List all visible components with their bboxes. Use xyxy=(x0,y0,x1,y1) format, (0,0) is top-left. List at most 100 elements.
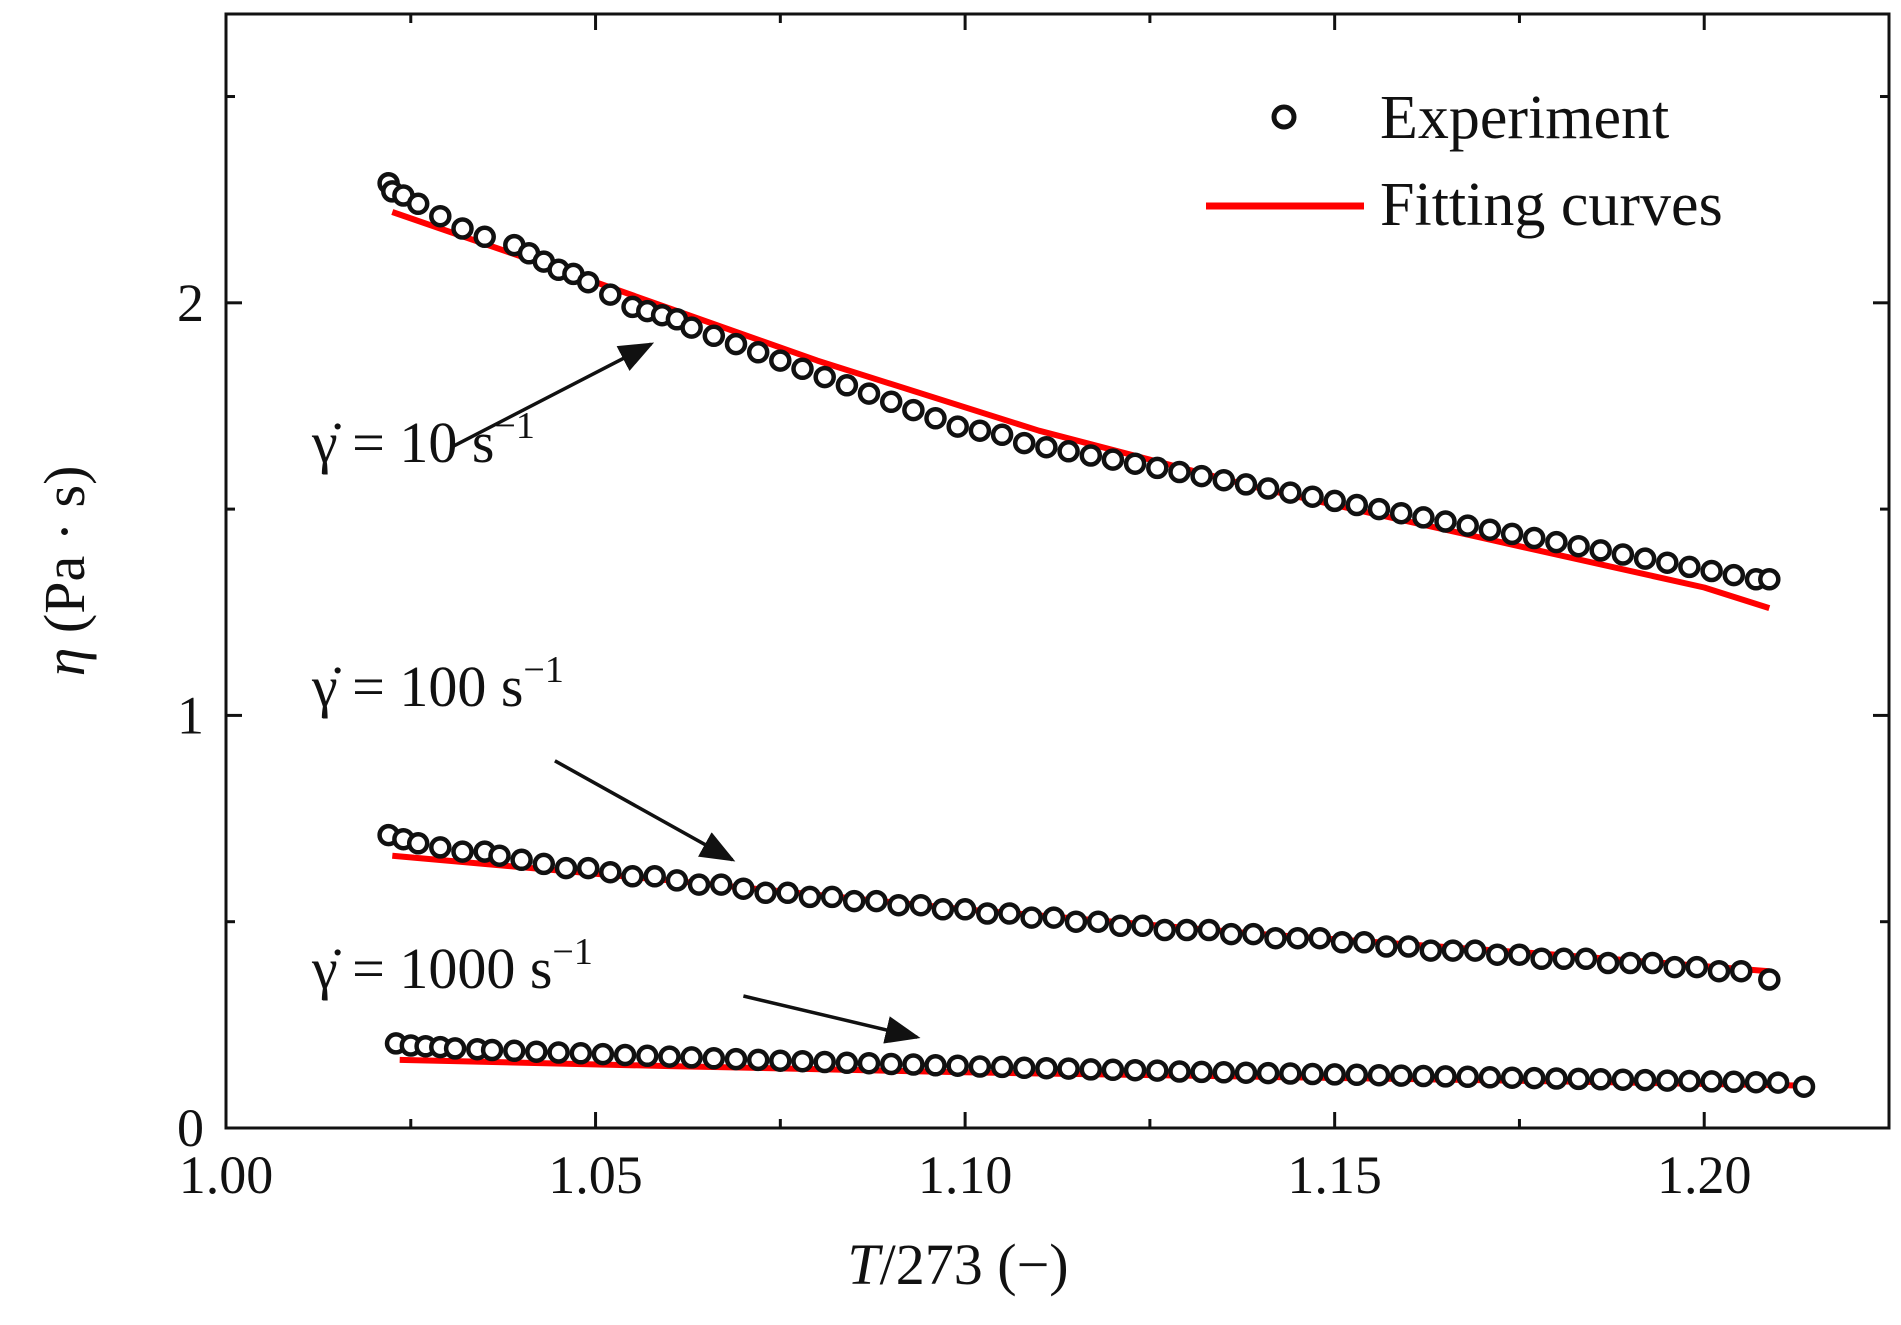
data-point xyxy=(1700,1070,1723,1093)
data-point xyxy=(909,893,933,917)
data-point xyxy=(1419,939,1443,962)
data-point xyxy=(480,1038,504,1062)
data-point xyxy=(576,856,600,880)
data-point xyxy=(879,390,903,414)
data-point xyxy=(1552,947,1576,971)
data-point xyxy=(1574,947,1598,971)
data-point xyxy=(1441,939,1465,962)
data-point xyxy=(1758,968,1781,991)
data-point xyxy=(769,1049,792,1072)
data-point xyxy=(931,898,955,921)
data-point xyxy=(1123,452,1147,475)
data-point xyxy=(1758,568,1781,591)
data-point xyxy=(1656,551,1679,574)
data-point xyxy=(724,332,748,356)
plot-frame xyxy=(224,12,1891,1130)
data-point xyxy=(1545,1067,1568,1090)
data-point xyxy=(1234,1061,1258,1084)
data-point xyxy=(902,398,925,422)
data-point xyxy=(946,415,969,438)
x-tick-label: 1.20 xyxy=(1657,1145,1752,1205)
data-point xyxy=(754,881,777,905)
data-point xyxy=(613,1043,637,1067)
x-tick-label: 1.15 xyxy=(1287,1145,1382,1205)
data-point xyxy=(798,885,822,909)
data-point xyxy=(865,889,888,913)
legend: Experiment Fitting curves xyxy=(1206,84,1723,239)
data-point xyxy=(1678,1069,1701,1093)
data-point xyxy=(1633,1068,1657,1092)
data-point xyxy=(879,1052,903,1076)
data-point xyxy=(525,1040,548,1063)
data-point xyxy=(1035,1056,1058,1080)
data-point xyxy=(1256,477,1280,500)
data-point xyxy=(547,1041,570,1064)
data-point xyxy=(451,217,474,240)
annotation-label-2: γ̇ = 1000 s−1 xyxy=(311,931,593,1001)
data-point xyxy=(1153,918,1176,942)
y-axis-ticks: 0 1 2 xyxy=(177,95,1889,1158)
data-point xyxy=(451,840,474,863)
data-point xyxy=(835,1051,859,1075)
data-point xyxy=(1500,522,1524,546)
data-point xyxy=(1079,444,1103,467)
data-point xyxy=(953,898,977,921)
data-point xyxy=(1146,1059,1169,1082)
data-point xyxy=(1345,493,1369,517)
data-point xyxy=(1522,1066,1546,1090)
data-point xyxy=(1264,926,1287,950)
data-point xyxy=(429,204,452,228)
data-point xyxy=(998,902,1021,925)
data-point xyxy=(1611,1068,1635,1091)
data-point xyxy=(1168,460,1191,484)
data-point xyxy=(1722,563,1746,587)
y-axis-title: η (Pa · s) xyxy=(32,466,97,677)
data-point xyxy=(1212,1061,1236,1084)
data-point xyxy=(1685,955,1709,979)
data-point xyxy=(1308,926,1332,950)
data-point xyxy=(1678,555,1701,579)
data-point xyxy=(406,192,430,216)
data-point xyxy=(1500,1066,1524,1089)
data-point xyxy=(746,1048,770,1072)
data-point xyxy=(946,1054,969,1077)
data-point xyxy=(1397,935,1420,958)
data-point xyxy=(1792,1075,1816,1098)
data-point xyxy=(1545,530,1568,554)
data-point xyxy=(1522,526,1546,550)
data-point xyxy=(1744,1070,1768,1094)
data-point xyxy=(532,852,556,876)
data-point xyxy=(1641,951,1664,975)
data-point xyxy=(591,1042,615,1066)
data-point xyxy=(510,848,533,872)
data-point xyxy=(1234,473,1258,496)
data-point xyxy=(1478,1066,1502,1089)
data-point xyxy=(835,374,859,397)
data-point xyxy=(1035,435,1058,459)
data-point xyxy=(1633,547,1657,570)
data-point xyxy=(643,865,666,888)
data-point xyxy=(429,836,452,859)
data-point xyxy=(1109,914,1132,938)
data-point xyxy=(1323,489,1346,513)
data-point xyxy=(968,1055,992,1078)
data-point xyxy=(1663,955,1686,979)
x-axis-title: T/273 (−) xyxy=(847,1232,1068,1297)
data-point xyxy=(791,1049,814,1073)
data-point xyxy=(473,225,496,249)
data-point xyxy=(924,1054,947,1077)
data-point xyxy=(1301,1062,1324,1086)
data-point xyxy=(702,324,726,348)
data-point xyxy=(554,856,578,880)
data-point xyxy=(1596,951,1620,975)
rate-annotations: γ̇ = 10 s−1 γ̇ = 100 s−1 γ̇ = 1000 s−1 xyxy=(311,342,921,1044)
data-point xyxy=(1766,1071,1790,1094)
data-point xyxy=(1330,931,1354,954)
data-point xyxy=(687,873,711,896)
data-point xyxy=(576,270,600,294)
data-point xyxy=(1256,1061,1280,1085)
data-point xyxy=(1619,951,1642,975)
annotation-arrow-0 xyxy=(450,342,655,449)
data-point xyxy=(769,349,792,372)
